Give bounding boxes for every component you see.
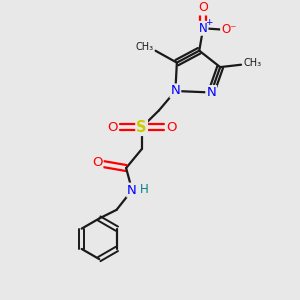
Text: O: O xyxy=(198,2,208,14)
Text: CH₃: CH₃ xyxy=(136,42,154,52)
Text: N: N xyxy=(170,85,180,98)
Text: S: S xyxy=(136,120,147,135)
Text: H: H xyxy=(140,183,149,196)
Text: O: O xyxy=(92,156,102,169)
Text: N: N xyxy=(206,86,216,99)
Text: N: N xyxy=(199,22,208,35)
Text: +: + xyxy=(206,18,213,27)
Text: O: O xyxy=(166,121,176,134)
Text: CH₃: CH₃ xyxy=(243,58,261,68)
Text: O⁻: O⁻ xyxy=(221,23,237,36)
Text: N: N xyxy=(127,184,137,196)
Text: O: O xyxy=(107,121,117,134)
